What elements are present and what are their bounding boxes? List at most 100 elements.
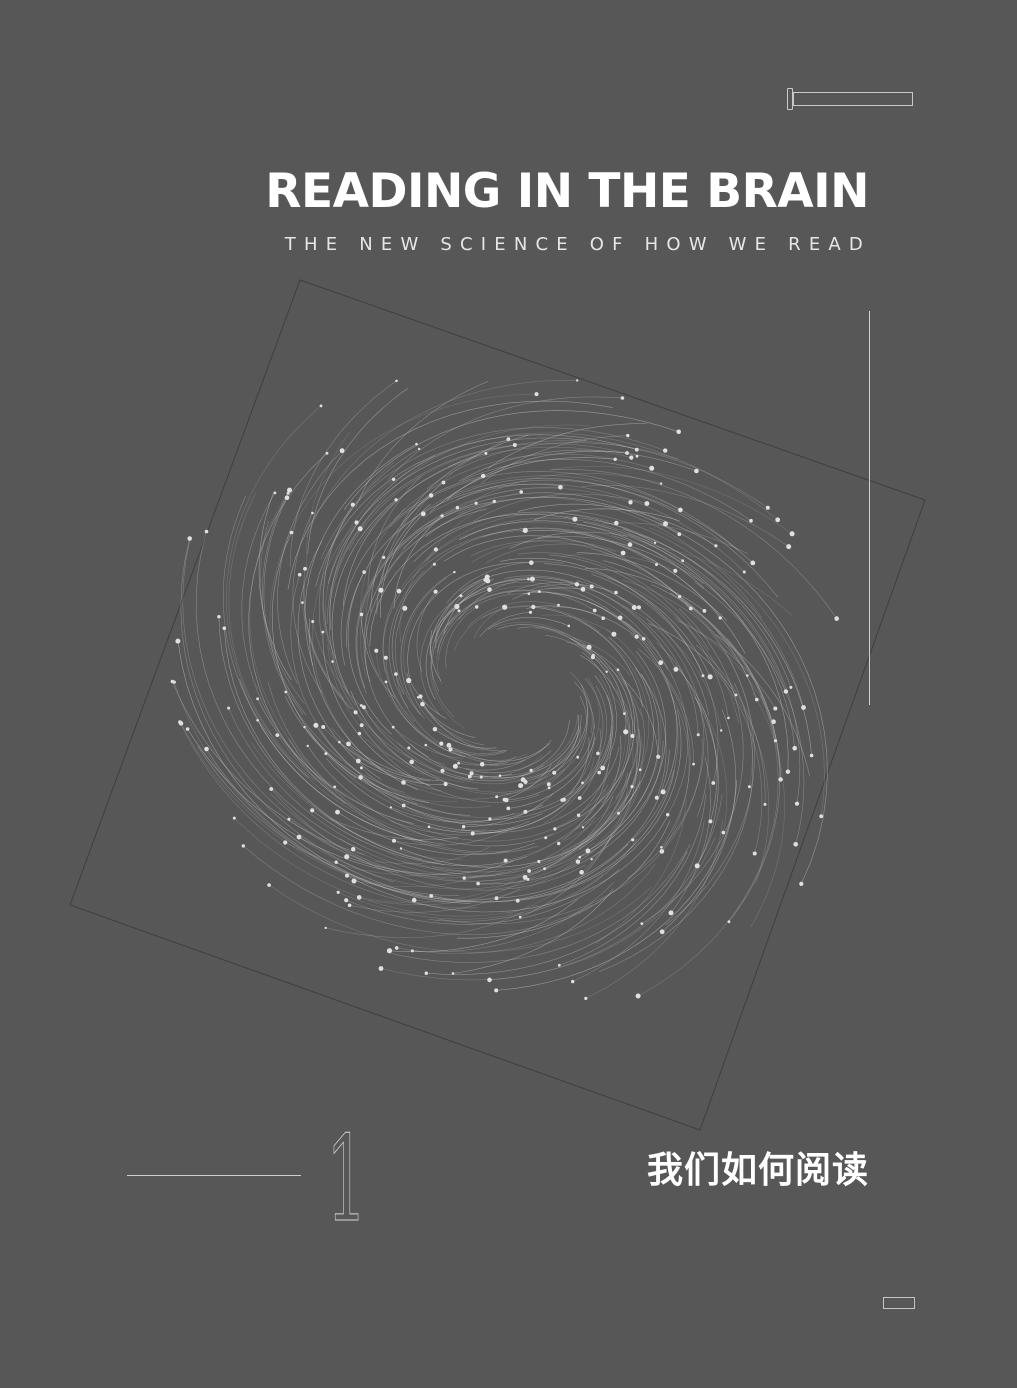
- swirl-strand: [450, 749, 506, 756]
- swirl-dot: [605, 670, 608, 673]
- swirl-strand: [425, 589, 490, 700]
- swirl-strand: [423, 483, 745, 573]
- swirl-strand: [458, 449, 697, 482]
- swirl-dot: [752, 851, 757, 856]
- swirl-strand: [438, 593, 529, 661]
- swirl-dot: [792, 745, 797, 751]
- swirl-dot: [637, 605, 641, 610]
- swirl-dot: [474, 501, 478, 505]
- swirl-strand: [455, 759, 526, 771]
- swirl-dot: [310, 808, 315, 813]
- swirl-strand: [267, 730, 449, 841]
- swirl-dot: [576, 813, 581, 817]
- swirl-strand: [591, 548, 754, 787]
- swirl-strand: [361, 767, 530, 818]
- swirl-strand: [322, 462, 394, 635]
- swirl-dot: [383, 655, 388, 660]
- swirl-strand: [611, 694, 634, 764]
- swirl-strand: [509, 531, 628, 550]
- swirl-dot: [577, 796, 582, 800]
- swirl-dot: [663, 521, 668, 527]
- swirl-strand: [267, 682, 510, 853]
- swirl-strand: [342, 453, 486, 606]
- swirl-strand: [411, 761, 565, 793]
- swirl-dot: [778, 777, 783, 782]
- swirl-strand: [529, 771, 631, 872]
- swirl-strand: [581, 485, 789, 547]
- swirl-dot: [526, 877, 530, 881]
- swirl-strand: [549, 469, 837, 619]
- swirl-dot: [596, 751, 600, 756]
- swirl-strand: [277, 450, 343, 684]
- swirl-strand: [471, 539, 624, 563]
- swirl-strand: [241, 492, 332, 788]
- swirl-dot: [227, 706, 231, 710]
- swirl-strand: [408, 747, 513, 778]
- swirl-strands: [170, 379, 839, 1001]
- swirl-strand: [364, 590, 429, 758]
- swirl-strand: [577, 695, 588, 758]
- swirl-strand: [499, 715, 578, 776]
- swirl-dot: [457, 609, 461, 613]
- swirl-strand: [361, 614, 395, 698]
- swirl-strand: [395, 475, 681, 536]
- swirl-strand: [393, 515, 443, 609]
- swirl-dot: [547, 786, 551, 790]
- swirl-strand: [363, 707, 475, 781]
- swirl-dot: [585, 848, 591, 854]
- swirl-strand: [538, 735, 642, 862]
- swirl-strand: [732, 692, 770, 884]
- swirl-strand: [641, 608, 744, 924]
- swirl-dot: [402, 605, 408, 611]
- swirl-strand: [561, 732, 595, 801]
- swirl-strand: [563, 674, 614, 800]
- swirl-strand: [327, 645, 425, 776]
- swirl-strand: [561, 553, 676, 572]
- swirl-strand: [436, 610, 460, 685]
- swirl-dot: [241, 844, 245, 848]
- swirl-strand: [481, 754, 543, 778]
- swirl-dot: [297, 572, 302, 577]
- swirl-strand: [389, 432, 778, 521]
- swirl-strand: [445, 754, 579, 795]
- swirl-dot: [441, 480, 446, 485]
- swirl-strand: [621, 698, 638, 787]
- swirl-dot: [355, 758, 361, 764]
- swirl-dot: [529, 768, 533, 773]
- swirl-strand: [512, 587, 584, 600]
- swirl-dot: [399, 847, 403, 850]
- swirl-strand: [431, 770, 675, 903]
- swirl-strand: [674, 665, 718, 822]
- swirl-dot: [498, 774, 502, 777]
- swirl-strand: [394, 608, 426, 720]
- swirl-strand: [634, 667, 667, 798]
- swirl-strand: [570, 672, 593, 733]
- swirl-strand: [669, 592, 781, 780]
- swirl-dot: [617, 811, 620, 815]
- swirl-strand: [661, 694, 690, 852]
- swirl-strand: [580, 621, 650, 770]
- swirl-dot: [773, 739, 778, 743]
- swirl-dot: [522, 875, 528, 880]
- swirl-strand: [403, 804, 543, 822]
- swirl-strand: [500, 557, 704, 676]
- swirl-dot: [446, 742, 452, 748]
- swirl-strand: [388, 570, 426, 708]
- swirl-dot: [627, 542, 633, 547]
- swirl-dot: [256, 719, 259, 722]
- swirl-strand: [517, 503, 717, 547]
- swirl-strand: [548, 677, 600, 789]
- swirl-dot: [267, 883, 271, 887]
- swirl-strand: [750, 693, 785, 927]
- swirl-dot: [518, 915, 522, 919]
- swirl-strand: [406, 672, 447, 719]
- swirl-dot: [763, 802, 767, 806]
- swirl-strand: [670, 756, 711, 914]
- swirl-dot: [654, 795, 659, 800]
- swirl-dot: [347, 903, 352, 908]
- swirl-dot: [519, 490, 523, 494]
- swirl-dot: [170, 679, 174, 684]
- swirl-strand: [467, 601, 559, 628]
- swirl-dot: [534, 392, 539, 397]
- swirl-dot: [584, 996, 588, 1001]
